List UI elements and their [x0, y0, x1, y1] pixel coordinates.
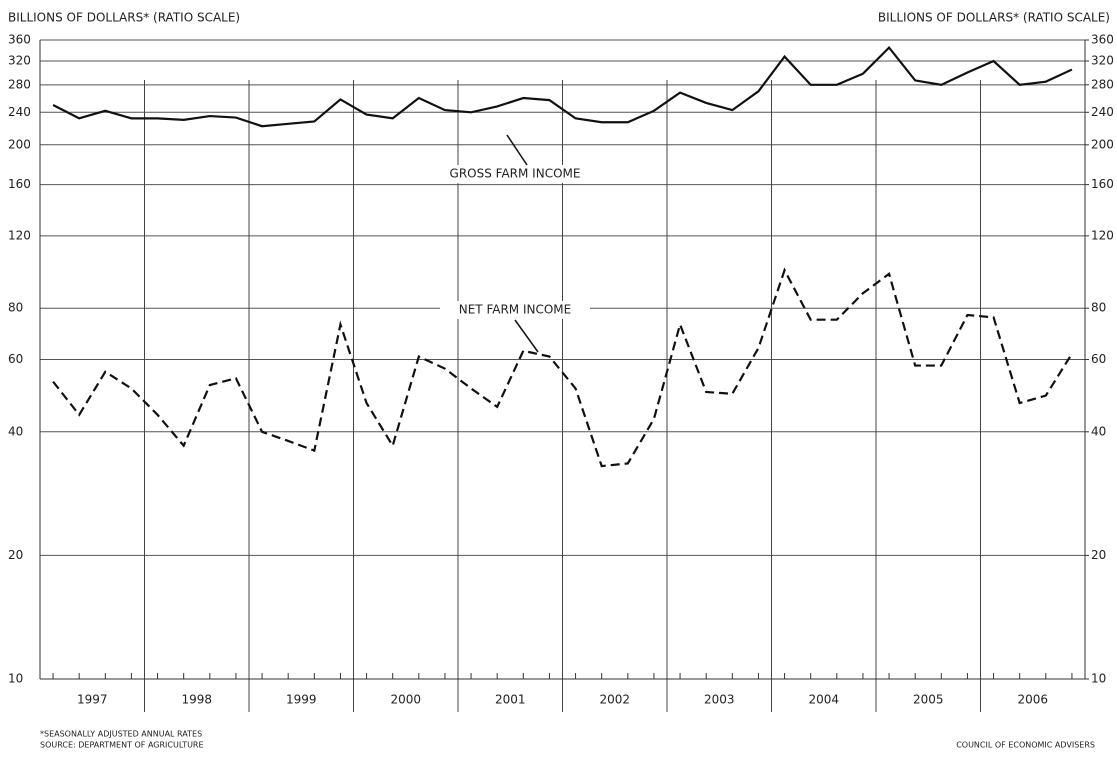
x-group-label: 2003 [704, 693, 735, 707]
y-tick-label: 80 [8, 301, 23, 315]
series-label: GROSS FARM INCOME [450, 167, 581, 181]
y-tick-label: 160 [8, 177, 31, 191]
y2-tick-label: 280 [1091, 77, 1114, 91]
footnote: *SEASONALLY ADJUSTED ANNUAL RATES [40, 730, 202, 739]
y2-tick-label: 40 [1091, 424, 1106, 438]
y-tick-label: 320 [8, 54, 31, 68]
y-tick-label: 360 [8, 33, 31, 47]
x-group-label: 2006 [1017, 693, 1048, 707]
y-tick-label: 40 [8, 424, 23, 438]
label-arrow [506, 134, 528, 166]
label-arrow [514, 319, 539, 353]
y-axis-label: BILLIONS OF DOLLARS* (RATIO SCALE) [8, 11, 240, 25]
y-tick-label: 60 [8, 352, 23, 366]
credit: COUNCIL OF ECONOMIC ADVISERS [956, 741, 1095, 750]
x-group-label: 2000 [390, 693, 421, 707]
x-group-label: 1999 [286, 693, 317, 707]
label-bg [440, 301, 590, 319]
y2-tick-label: 20 [1091, 548, 1106, 562]
y-tick-label: 280 [8, 77, 31, 91]
y-tick-label: 240 [8, 105, 31, 119]
y-tick-label: 10 [8, 672, 23, 686]
x-group-label: 1997 [77, 693, 108, 707]
y-tick-label: 200 [8, 137, 31, 151]
y-tick-label: 120 [8, 228, 31, 242]
x-group-label: 1998 [181, 693, 212, 707]
y2-tick-label: 200 [1091, 137, 1114, 151]
series-line [52, 45, 1073, 128]
y2-tick-label: 80 [1091, 301, 1106, 315]
series-label: NET FARM INCOME [459, 303, 572, 317]
source: SOURCE: DEPARTMENT OF AGRICULTURE [40, 741, 204, 750]
y2-tick-label: 120 [1091, 228, 1114, 242]
x-group-label: 2004 [808, 693, 839, 707]
series-line [52, 267, 1073, 468]
y-tick-label: 20 [8, 548, 23, 562]
y2-tick-label: 360 [1091, 33, 1114, 47]
y2-tick-label: 160 [1091, 177, 1114, 191]
y2-tick-label: 320 [1091, 54, 1114, 68]
x-group-label: 2001 [495, 693, 526, 707]
x-group-label: 2005 [913, 693, 944, 707]
y2-tick-label: 10 [1091, 672, 1106, 686]
y2-axis-label: BILLIONS OF DOLLARS* (RATIO SCALE) [878, 11, 1110, 25]
y2-tick-label: 60 [1091, 352, 1106, 366]
y2-tick-label: 240 [1091, 105, 1114, 119]
x-group-label: 2002 [599, 693, 630, 707]
label-bg [440, 165, 590, 183]
